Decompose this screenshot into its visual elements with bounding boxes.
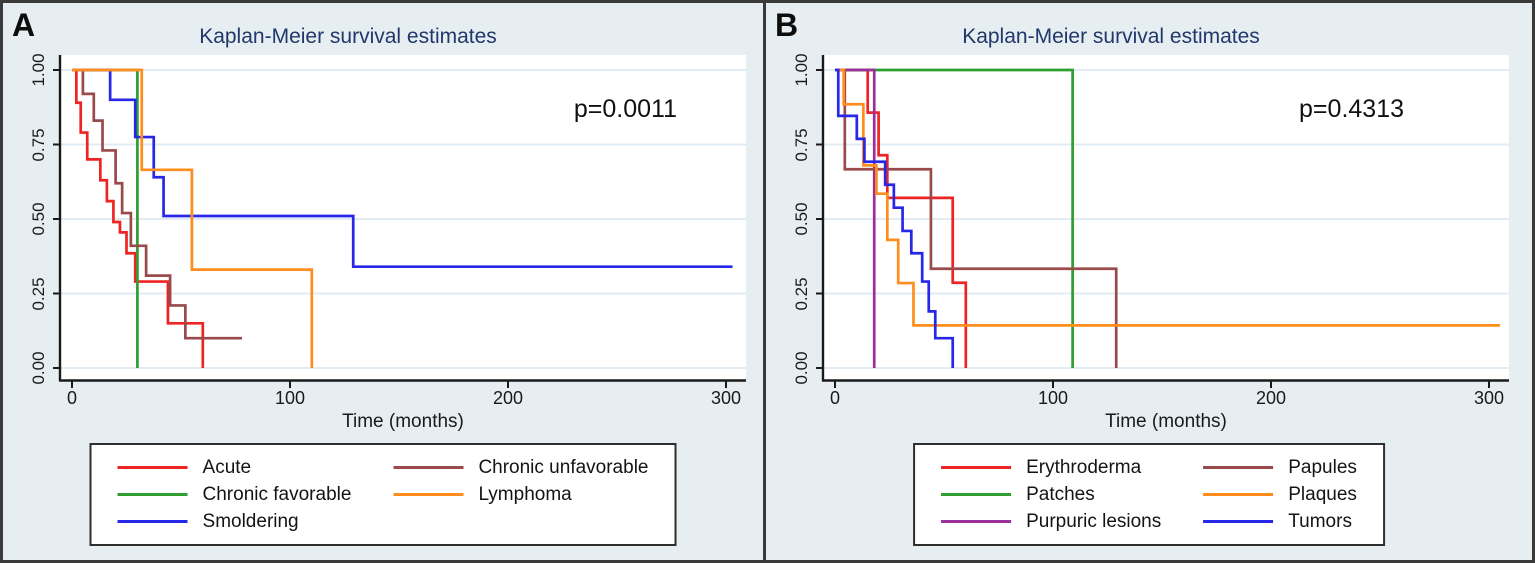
y-tick-label: 0.75 (29, 127, 48, 162)
legend-swatch-purpuric-lesions (941, 520, 1012, 523)
legend-swatch-plaques (1203, 493, 1274, 496)
legend-item-papules: Papules (1203, 457, 1357, 479)
legend-swatch-patches (941, 493, 1012, 496)
legend-swatch-acute (117, 466, 188, 469)
panel-a-plot (53, 55, 746, 388)
x-tick-label: 0 (829, 388, 841, 408)
panel-a-label: A (12, 7, 36, 43)
legend-label-lymphoma: Lymphoma (478, 483, 572, 505)
y-tick-label: 1.00 (792, 53, 811, 87)
y-tick-label: 0.00 (29, 351, 48, 385)
legend-item-lymphoma: Lymphoma (393, 484, 648, 506)
legend-swatch-papules (1203, 466, 1274, 469)
km-curve-chronic-unfavorable (72, 68, 243, 340)
y-tick-label: 0.25 (29, 276, 48, 311)
panel-a-title: Kaplan-Meier survival estimates (199, 25, 497, 48)
x-tick-label: 200 (492, 388, 524, 408)
km-curve-plaques (835, 68, 1500, 327)
legend-item-tumors: Tumors (1203, 511, 1357, 533)
panel-a-p-value: p=0.0011 (573, 95, 677, 123)
legend-swatch-chronic-unfavorable (393, 466, 464, 469)
panel-b: B Kaplan-Meier survival estimates p=0.43… (766, 3, 1532, 560)
legend-swatch-erythroderma (941, 466, 1012, 469)
legend-label-smoldering: Smoldering (202, 510, 299, 532)
km-curve-acute (72, 68, 205, 368)
legend-label-plaques: Plaques (1288, 483, 1357, 505)
panel-b-title: Kaplan-Meier survival estimates (962, 25, 1260, 48)
panel-b-xaxis-title: Time (months) (1105, 411, 1227, 432)
legend-label-erythroderma: Erythroderma (1026, 456, 1142, 478)
legend-item-plaques: Plaques (1203, 484, 1357, 506)
legend-label-patches: Patches (1026, 483, 1095, 505)
legend-item-smoldering: Smoldering (117, 510, 352, 533)
x-tick-label: 200 (1255, 388, 1287, 408)
legend-label-chronic-favorable: Chronic favorable (202, 483, 352, 505)
panel-b-label: B (775, 7, 799, 43)
legend-swatch-lymphoma (393, 493, 464, 496)
legend-label-papules: Papules (1288, 456, 1357, 478)
legend-item-patches: Patches (941, 484, 1161, 506)
panel-a-legend: Acute Chronic favorable Smoldering Chronic … (89, 443, 677, 546)
legend-label-tumors: Tumors (1288, 510, 1352, 532)
km-curve-tumors (835, 68, 955, 368)
x-tick-label: 100 (1037, 388, 1069, 408)
km-curve-purpuric-lesions (835, 68, 876, 368)
legend-label-purpuric-lesions: Purpuric lesions (1026, 510, 1162, 532)
y-tick-label: 0.00 (792, 351, 811, 385)
x-tick-label: 0 (66, 388, 78, 408)
legend-swatch-chronic-favorable (117, 493, 188, 496)
legend-item-chronic-favorable: Chronic favorable (117, 483, 352, 506)
legend-label-chronic-unfavorable: Chronic unfavorable (478, 456, 649, 478)
legend-item-purpuric-lesions: Purpuric lesions (941, 511, 1161, 533)
y-tick-label: 0.75 (792, 127, 811, 162)
legend-item-erythroderma: Erythroderma (941, 457, 1161, 479)
km-curve-smoldering (72, 68, 733, 269)
y-tick-label: 0.25 (792, 276, 811, 311)
panel-b-legend: Erythroderma Patches Purpuric lesions Papul… (913, 443, 1385, 546)
legend-swatch-tumors (1203, 520, 1274, 523)
legend-item-chronic-unfavorable: Chronic unfavorable (393, 457, 648, 479)
panel-b-p-value: p=0.4313 (1299, 95, 1404, 123)
km-curve-lymphoma (72, 68, 314, 368)
legend-item-acute: Acute (117, 456, 352, 479)
x-tick-label: 300 (1473, 388, 1505, 408)
km-curve-erythroderma (835, 68, 968, 368)
x-tick-label: 300 (710, 388, 742, 408)
x-tick-label: 100 (274, 388, 306, 408)
y-tick-label: 0.50 (792, 202, 811, 236)
panel-a-xaxis-title: Time (months) (342, 411, 464, 432)
panel-a: A Kaplan-Meier survival estimates p=0.00… (3, 3, 766, 560)
y-tick-label: 1.00 (29, 53, 48, 87)
legend-label-acute: Acute (202, 456, 252, 478)
panel-b-plot (816, 55, 1509, 388)
y-tick-label: 0.50 (29, 202, 48, 236)
legend-swatch-smoldering (117, 520, 188, 523)
